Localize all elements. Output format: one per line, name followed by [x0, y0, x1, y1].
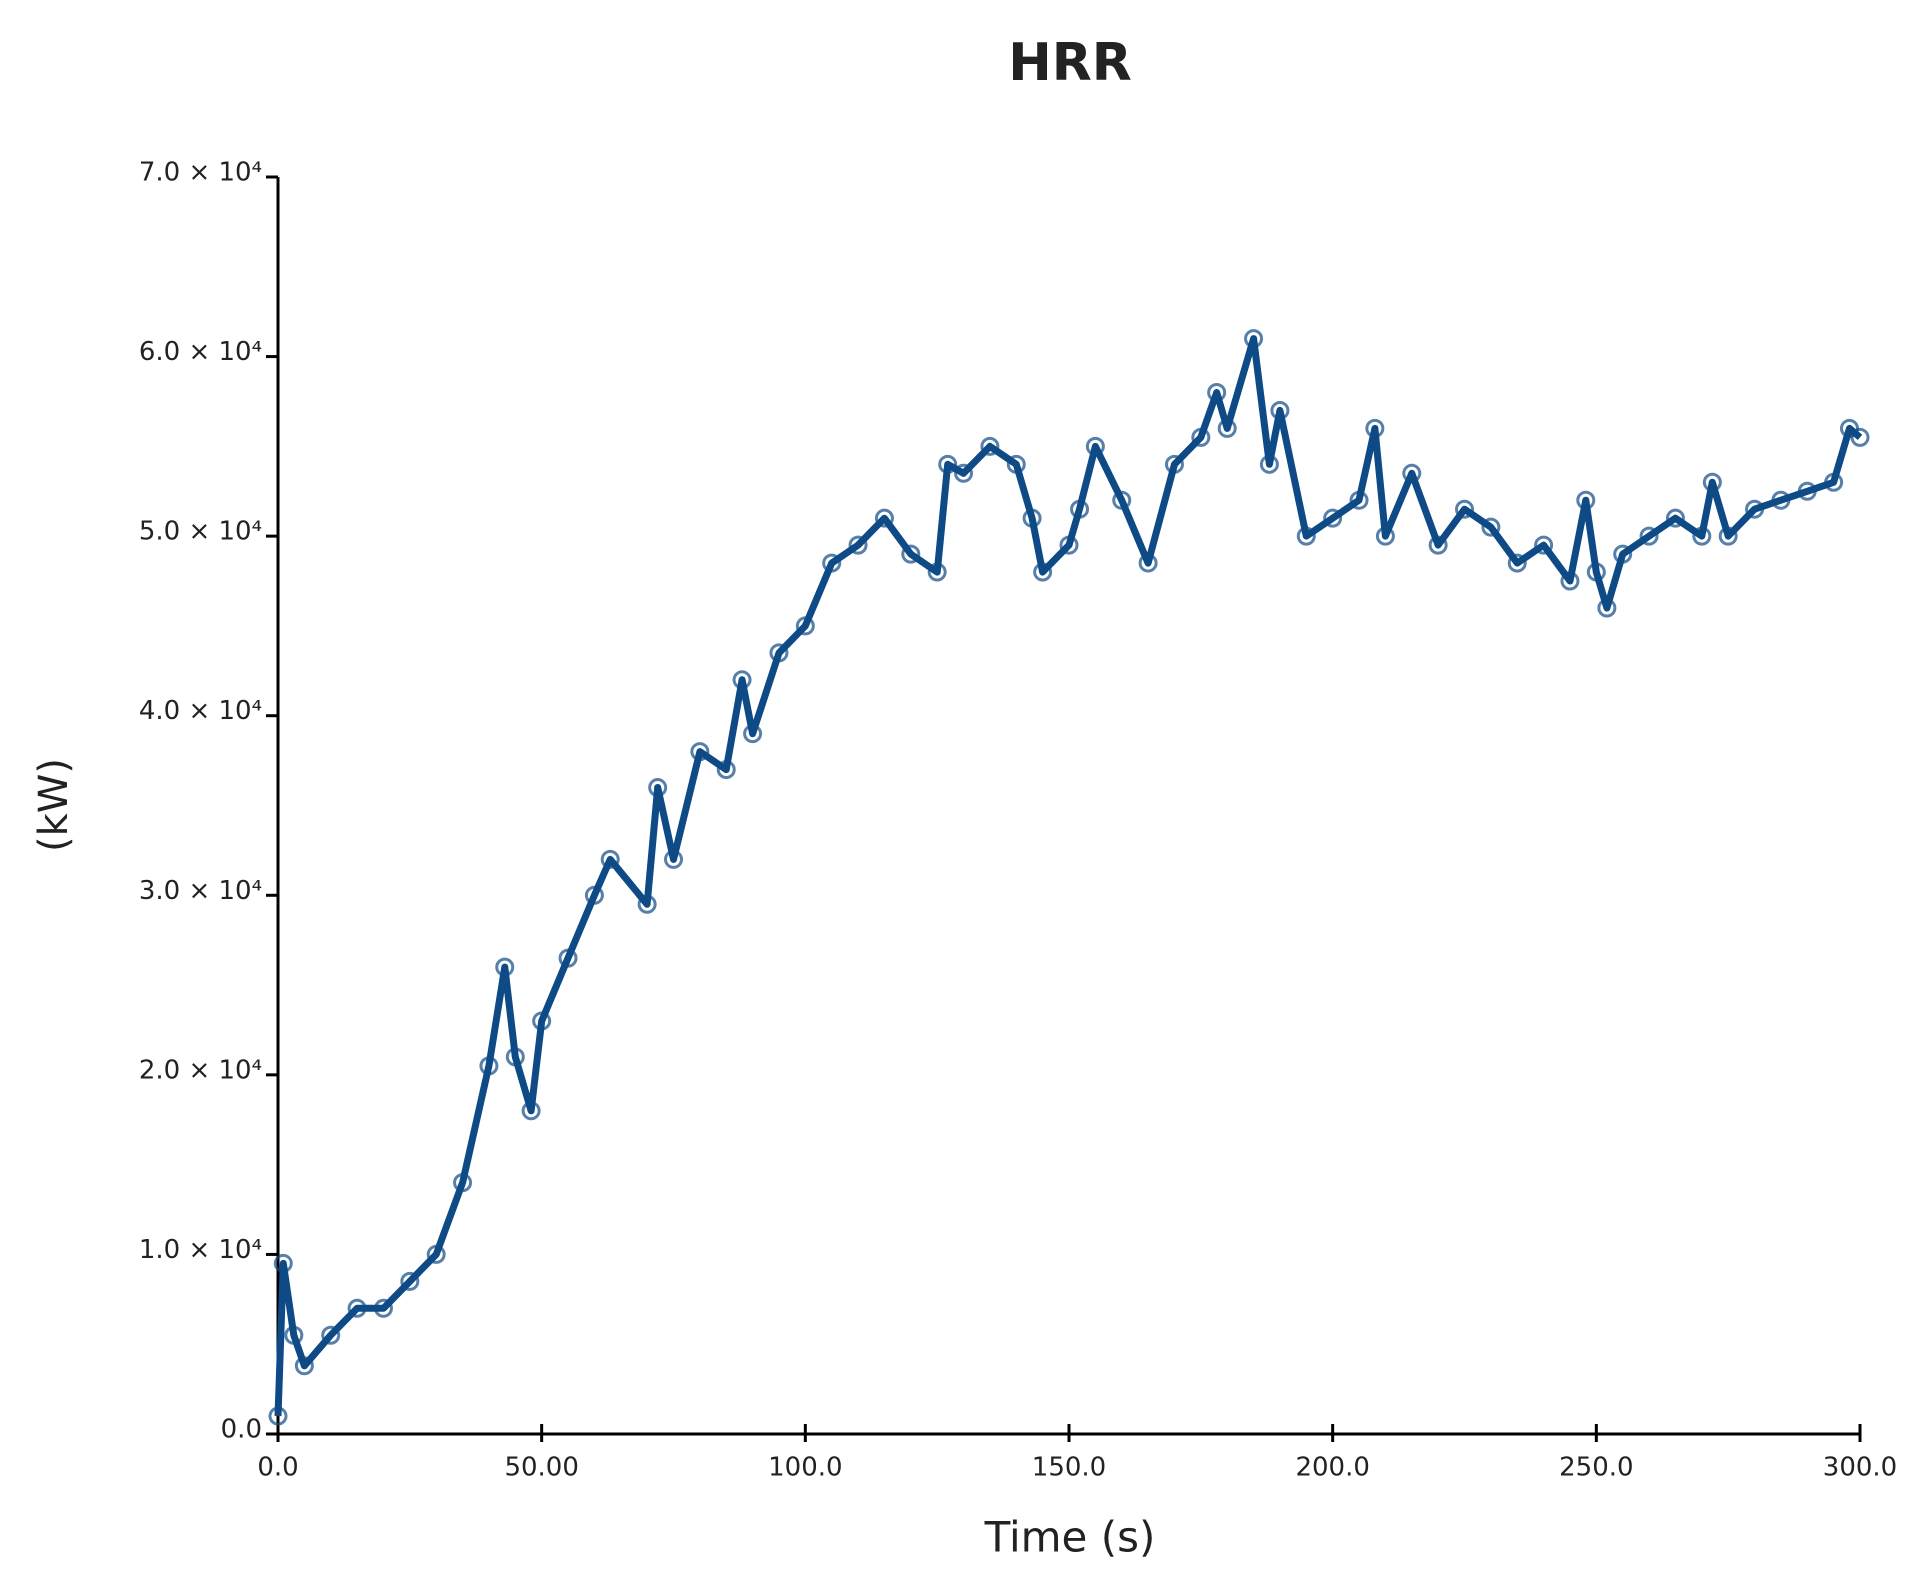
- data-marker: [954, 463, 974, 483]
- data-marker: [637, 894, 657, 914]
- data-marker: [1586, 562, 1606, 582]
- data-marker: [795, 616, 815, 636]
- data-marker: [505, 1047, 525, 1067]
- data-marker: [453, 1173, 473, 1193]
- data-line: [274, 335, 1863, 1417]
- data-marker: [1797, 481, 1817, 501]
- data-marker: [558, 948, 578, 968]
- data-marker: [1745, 499, 1765, 519]
- data-marker: [268, 1406, 288, 1426]
- data-marker: [1006, 454, 1026, 474]
- x-tick-label: 300.0: [1823, 1453, 1897, 1483]
- data-marker: [1402, 463, 1422, 483]
- data-marker: [1824, 472, 1844, 492]
- data-marker: [1455, 499, 1474, 519]
- data-marker: [1270, 400, 1290, 420]
- data-marker: [1323, 508, 1343, 528]
- data-marker: [874, 508, 894, 528]
- y-tick-label: 5.0 × 10⁴: [139, 517, 262, 547]
- data-marker: [273, 1253, 293, 1273]
- data-marker: [980, 436, 1000, 456]
- data-marker: [426, 1244, 446, 1264]
- data-marker: [938, 454, 958, 474]
- x-tick-label: 200.0: [1295, 1453, 1369, 1483]
- data-marker: [1022, 508, 1042, 528]
- data-marker: [690, 742, 710, 762]
- y-tick-label: 1.0 × 10⁴: [139, 1235, 262, 1265]
- data-marker: [1428, 535, 1448, 555]
- x-tick-label: 100.0: [768, 1453, 842, 1483]
- data-marker: [1164, 454, 1184, 474]
- data-marker: [901, 544, 921, 564]
- chart-title: HRR: [1008, 33, 1132, 93]
- data-marker: [732, 670, 752, 690]
- data-marker: [373, 1298, 393, 1318]
- data-marker: [1665, 508, 1685, 528]
- data-marker: [1296, 526, 1316, 546]
- y-axis-label: (kW): [31, 758, 77, 852]
- data-marker: [1033, 562, 1053, 582]
- data-marker: [347, 1298, 367, 1318]
- data-marker: [848, 535, 868, 555]
- data-marker: [1576, 490, 1596, 510]
- y-tick-label: 0.0: [221, 1415, 262, 1445]
- data-marker: [664, 849, 683, 869]
- y-tick-label: 7.0 × 10⁴: [139, 158, 262, 188]
- data-marker: [1639, 526, 1659, 546]
- data-marker: [1850, 427, 1870, 447]
- data-marker: [1613, 544, 1633, 564]
- x-tick-label: 250.0: [1559, 1453, 1633, 1483]
- data-marker: [584, 885, 604, 905]
- data-marker: [284, 1325, 304, 1345]
- data-marker: [400, 1271, 420, 1291]
- data-marker: [1534, 535, 1554, 555]
- data-marker: [1244, 329, 1264, 349]
- data-marker: [1365, 418, 1385, 438]
- data-marker: [495, 957, 515, 977]
- data-marker: [321, 1325, 341, 1345]
- data-marker: [743, 724, 763, 744]
- data-marker: [532, 1011, 552, 1031]
- data-marker: [1692, 526, 1712, 546]
- y-tick-label: 6.0 × 10⁴: [139, 337, 262, 367]
- data-marker: [1070, 499, 1090, 519]
- y-tick-label: 3.0 × 10⁴: [139, 876, 262, 906]
- data-marker: [1191, 427, 1211, 447]
- data-marker: [1112, 490, 1132, 510]
- data-marker: [1771, 490, 1791, 510]
- data-marker: [294, 1356, 314, 1376]
- y-tick-label: 2.0 × 10⁴: [139, 1055, 262, 1085]
- data-marker: [1597, 598, 1617, 618]
- x-axis-label: Time (s): [984, 1513, 1156, 1562]
- data-marker: [1217, 418, 1237, 438]
- data-marker: [1718, 526, 1738, 546]
- data-marker: [600, 849, 620, 869]
- data-marker: [1259, 454, 1279, 474]
- x-tick-label: 150.0: [1032, 1453, 1106, 1483]
- data-marker: [769, 643, 789, 663]
- data-marker: [1481, 517, 1501, 537]
- data-marker: [1059, 535, 1079, 555]
- data-marker: [1138, 553, 1158, 573]
- data-marker: [479, 1056, 499, 1076]
- data-marker: [822, 553, 842, 573]
- data-marker: [521, 1101, 541, 1121]
- data-marker: [927, 562, 947, 582]
- data-marker: [1507, 553, 1527, 573]
- x-tick-label: 50.00: [504, 1453, 578, 1483]
- data-marker: [1702, 472, 1722, 492]
- data-marker: [1207, 382, 1227, 402]
- y-tick-label: 4.0 × 10⁴: [139, 696, 262, 726]
- data-marker: [1085, 436, 1105, 456]
- data-marker: [1560, 571, 1580, 591]
- x-tick-label: 0.0: [257, 1453, 298, 1483]
- data-marker: [1375, 526, 1395, 546]
- data-marker: [648, 778, 668, 798]
- data-marker: [1349, 490, 1369, 510]
- data-marker: [716, 760, 736, 780]
